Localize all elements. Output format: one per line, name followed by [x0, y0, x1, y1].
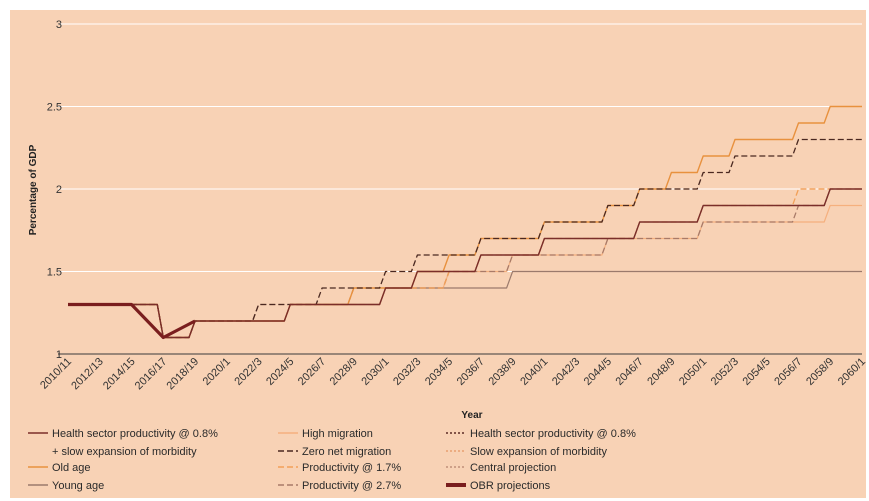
x-tick-label: 2058/9	[804, 356, 836, 388]
series-line	[68, 188, 862, 339]
x-tick-label: 2044/5	[582, 356, 614, 388]
x-tick-label: 2046/7	[614, 356, 646, 388]
y-axis-ticks: 1 1.5 2 2.5 3	[47, 19, 62, 361]
y-tick-label: 1.5	[47, 267, 62, 279]
series-line	[68, 188, 862, 339]
x-tick-label: 2032/3	[391, 356, 423, 388]
x-tick-label: 2024/5	[264, 356, 296, 388]
x-tick-label: 2060/1	[836, 356, 868, 388]
x-tick-label: 2016/17	[133, 356, 170, 393]
x-tick-label: 2036/7	[455, 356, 487, 388]
series-line	[68, 138, 862, 339]
legend: Health sector productivity @ 0.8% + slow …	[28, 428, 636, 492]
series-line	[68, 188, 862, 339]
x-tick-label: 2012/13	[69, 356, 106, 393]
chart-panel	[10, 10, 866, 498]
x-tick-label: 2054/5	[741, 356, 773, 388]
series-line	[68, 188, 862, 339]
series-lines	[68, 105, 862, 340]
y-axis-label: Percentage of GDP	[28, 144, 39, 235]
x-tick-label: 2028/9	[328, 356, 360, 388]
series-line	[68, 270, 862, 339]
legend-label: + slow expansion of morbidity	[52, 446, 197, 458]
x-tick-label: 2020/1	[201, 356, 233, 388]
x-tick-label: 2014/15	[101, 356, 138, 393]
legend-label: OBR projections	[470, 480, 551, 492]
legend-label: Productivity @ 2.7%	[302, 480, 401, 492]
x-axis-label: Year	[461, 410, 482, 421]
x-tick-label: 2048/9	[645, 356, 677, 388]
x-tick-label: 2042/3	[550, 356, 582, 388]
x-tick-label: 2022/3	[232, 356, 264, 388]
legend-label: Health sector productivity @ 0.8%	[52, 428, 218, 440]
x-tick-label: 2026/7	[296, 356, 328, 388]
x-tick-label: 2038/9	[486, 356, 518, 388]
legend-label: Productivity @ 1.7%	[302, 462, 401, 474]
legend-label: Central projection	[470, 462, 556, 474]
y-tick-label: 1	[56, 349, 62, 361]
gridlines	[58, 23, 862, 355]
x-tick-label: 2050/1	[677, 356, 709, 388]
legend-label: Old age	[52, 462, 91, 474]
series-line	[68, 302, 196, 340]
legend-label: High migration	[302, 428, 373, 440]
legend-label: Zero net migration	[302, 446, 391, 458]
series-line	[68, 188, 862, 339]
x-tick-label: 2018/19	[165, 356, 202, 393]
x-tick-label: 2010/11	[38, 356, 74, 392]
legend-label: Young age	[52, 480, 104, 492]
legend-label: Health sector productivity @ 0.8%	[470, 428, 636, 440]
y-tick-label: 2.5	[47, 102, 62, 114]
x-tick-label: 2034/5	[423, 356, 455, 388]
x-tick-label: 2056/7	[772, 356, 804, 388]
series-line	[68, 188, 862, 339]
legend-label: Slow expansion of morbidity	[470, 446, 607, 458]
y-tick-label: 3	[56, 19, 62, 31]
x-tick-label: 2030/1	[359, 356, 391, 388]
y-tick-label: 2	[56, 184, 62, 196]
x-tick-label: 2040/1	[518, 356, 550, 388]
x-tick-label: 2052/3	[709, 356, 741, 388]
